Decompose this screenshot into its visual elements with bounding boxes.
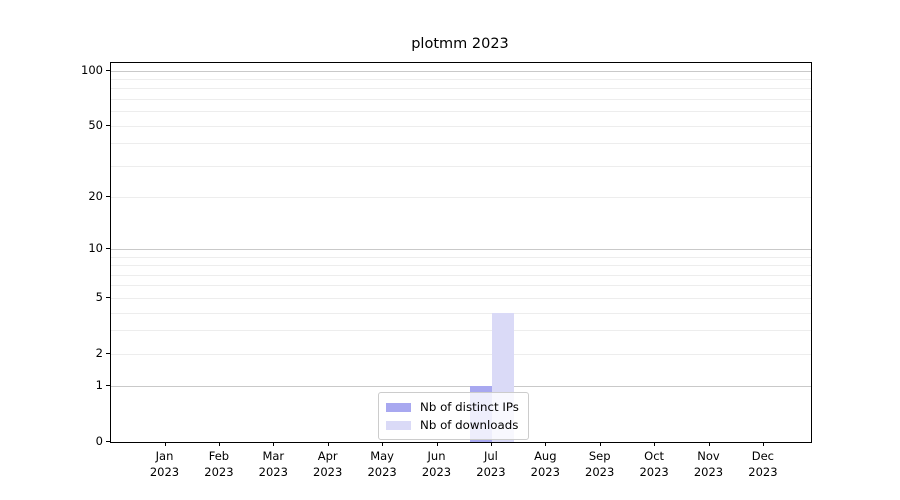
x-tick-year: 2023 [313, 464, 343, 479]
legend-swatch-distinct-ips [386, 402, 411, 412]
x-tick-label-oct: Oct 2023 [622, 449, 686, 480]
x-tick-label-sep: Sep 2023 [568, 449, 632, 480]
x-tick-mark [490, 442, 492, 446]
x-tick-year: 2023 [476, 464, 506, 479]
y-tick-mark [106, 441, 110, 442]
x-tick-year: 2023 [530, 464, 560, 479]
plot-area [110, 62, 812, 443]
y-tick-mark [106, 296, 110, 298]
gridline-minor [111, 256, 811, 258]
x-tick-month: Aug [534, 449, 557, 463]
x-tick-label-jan: Jan 2023 [133, 449, 197, 480]
gridline-minor [111, 285, 811, 287]
gridline-minor [111, 111, 811, 113]
gridline-minor [111, 125, 811, 127]
legend-item-distinct-ips: Nb of distinct IPs [386, 398, 519, 416]
y-tick-mark [106, 385, 110, 387]
gridline-minor [111, 297, 811, 299]
gridline-major [111, 70, 811, 72]
x-tick-label-mar: Mar 2023 [241, 449, 305, 480]
gridline-minor [111, 165, 811, 167]
x-tick-month: May [370, 449, 394, 463]
x-tick-month: Dec [751, 449, 775, 463]
x-tick-month: Apr [317, 449, 338, 463]
gridline-minor [111, 265, 811, 267]
chart-title: plotmm 2023 [411, 36, 509, 52]
x-tick-mark [436, 442, 438, 446]
legend-item-downloads: Nb of downloads [386, 416, 519, 434]
x-tick-year: 2023 [748, 464, 778, 479]
y-tick-label: 20 [88, 189, 103, 203]
x-tick-mark [164, 442, 166, 446]
x-tick-mark [599, 442, 601, 446]
y-tick-label: 2 [95, 345, 103, 360]
legend-label-downloads: Nb of downloads [420, 418, 519, 432]
y-tick-label: 5 [95, 289, 103, 304]
gridline-minor [111, 312, 811, 314]
x-tick-label-jul: Jul 2023 [459, 449, 523, 480]
x-tick-year: 2023 [258, 464, 288, 479]
gridline-minor [111, 353, 811, 355]
x-tick-month: Oct [644, 449, 665, 463]
x-tick-year: 2023 [421, 464, 452, 479]
legend-label-distinct-ips: Nb of distinct IPs [420, 400, 519, 414]
x-tick-month: Feb [208, 449, 230, 463]
x-tick-mark [762, 442, 764, 446]
y-tick-mark [106, 124, 110, 126]
x-tick-year: 2023 [367, 464, 397, 479]
legend-swatch-downloads [386, 420, 411, 430]
gridline-minor [111, 88, 811, 90]
x-tick-month: Sep [588, 449, 611, 463]
x-tick-label-jun: Jun 2023 [405, 449, 469, 480]
x-tick-mark [654, 442, 656, 446]
x-tick-month: Jun [427, 449, 446, 463]
x-tick-month: Jul [483, 449, 498, 463]
y-tick-mark [106, 352, 110, 354]
x-tick-mark [218, 442, 220, 446]
gridline-minor [111, 274, 811, 276]
x-tick-month: Nov [697, 449, 720, 463]
x-tick-mark [273, 442, 275, 446]
x-tick-year: 2023 [639, 464, 669, 479]
x-tick-year: 2023 [204, 464, 234, 479]
gridline-major [111, 249, 811, 250]
gridline-major [111, 386, 811, 388]
x-tick-mark [327, 442, 329, 446]
x-tick-label-nov: Nov 2023 [677, 449, 741, 480]
y-tick-label: 50 [88, 117, 103, 132]
y-tick-label: 100 [81, 62, 103, 77]
gridline-minor [111, 197, 811, 198]
y-tick-label: 0 [95, 434, 103, 448]
y-tick-mark [106, 69, 110, 71]
x-tick-year: 2023 [149, 464, 180, 479]
legend: Nb of distinct IPs Nb of downloads [378, 392, 529, 440]
x-tick-mark [382, 442, 384, 446]
y-tick-label: 1 [95, 378, 103, 393]
x-tick-label-may: May 2023 [350, 449, 414, 480]
x-tick-label-feb: Feb 2023 [187, 449, 251, 480]
x-tick-month: Mar [262, 449, 285, 463]
x-tick-label-apr: Apr 2023 [296, 449, 360, 480]
x-tick-year: 2023 [693, 464, 724, 479]
x-tick-label-dec: Dec 2023 [731, 449, 795, 480]
y-tick-mark [106, 248, 110, 249]
y-tick-mark [106, 196, 110, 197]
gridline-minor [111, 330, 811, 332]
gridline-minor [111, 79, 811, 80]
x-tick-mark [708, 442, 710, 446]
x-tick-month: Jan [155, 449, 174, 463]
y-tick-label: 10 [88, 241, 103, 255]
gridline-minor [111, 143, 811, 145]
x-tick-year: 2023 [585, 464, 615, 479]
x-tick-mark [545, 442, 547, 446]
x-tick-label-aug: Aug 2023 [513, 449, 577, 480]
gridline-minor [111, 99, 811, 100]
